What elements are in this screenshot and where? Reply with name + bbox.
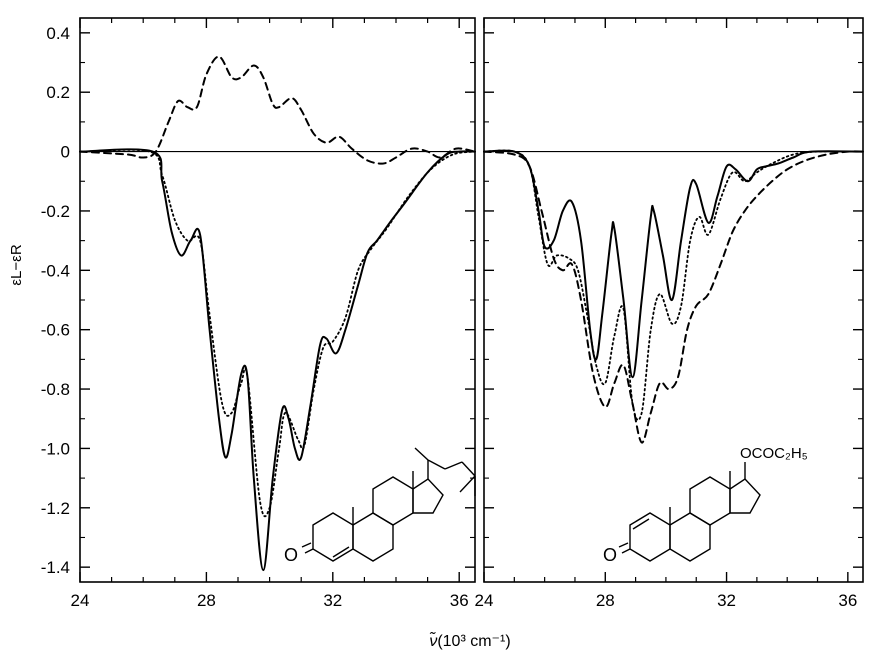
x-axis-label: ν̃(10³ cm⁻¹) (429, 630, 510, 650)
left-x-tick-label: 36 (450, 591, 469, 610)
left-dotted-curve (79, 148, 476, 518)
left-dashed-curve (79, 55, 476, 165)
right-panel-ticks: 24 28 32 36 (475, 18, 863, 610)
y-axis-label: εL−εR (8, 244, 25, 285)
right-solid-curve (483, 149, 864, 379)
x-axis-label-symbol: ν̃ (429, 630, 437, 650)
x-axis-label-units: (10³ cm⁻¹) (437, 633, 510, 650)
right-dotted-curve (483, 149, 864, 421)
y-tick-label: -0.2 (41, 202, 70, 221)
left-x-tick-label: 28 (197, 591, 216, 610)
right-structure-substituent-label: OCOC₂H₅ (740, 445, 808, 462)
y-tick-label: 0.4 (46, 24, 70, 43)
right-structure-oxygen-label: O (603, 545, 617, 565)
left-panel-ticks: 24 28 32 36 0.4 0.2 0 -0.2 -0.4 -0.6 -0.8 -1.0 -1.2 -… (41, 18, 475, 610)
left-x-tick-label: 24 (71, 591, 90, 610)
right-x-tick-label: 24 (475, 591, 494, 610)
right-x-tick-label: 36 (838, 591, 857, 610)
right-panel-curves (483, 149, 864, 444)
right-x-tick-label: 32 (717, 591, 736, 610)
steroid-structure-right (618, 462, 761, 562)
y-tick-label: -0.6 (41, 321, 70, 340)
right-dashed-curve (483, 150, 864, 444)
left-panel-curves (79, 55, 476, 572)
left-panel-frame (79, 17, 476, 583)
y-tick-label: 0.2 (46, 83, 70, 102)
left-panel: 24 28 32 36 0.4 0.2 0 -0.2 -0.4 -0.6 -0.8 -1.0 -1.2 -… (41, 17, 476, 610)
right-x-tick-label: 28 (596, 591, 615, 610)
right-panel-frame (483, 17, 864, 583)
y-tick-label: -1.0 (41, 439, 70, 458)
y-tick-label: 0 (61, 143, 70, 162)
left-solid-curve (79, 148, 476, 572)
left-x-tick-label: 32 (323, 591, 342, 610)
steroid-structure-left (301, 447, 476, 562)
y-tick-label: -0.8 (41, 380, 70, 399)
y-tick-label: -1.4 (41, 558, 70, 577)
right-panel: 24 28 32 36 O OCOC₂H₅ (475, 17, 864, 610)
y-tick-label: -1.2 (41, 499, 70, 518)
left-structure-oxygen-label: O (284, 545, 298, 565)
y-tick-label: -0.4 (41, 261, 70, 280)
